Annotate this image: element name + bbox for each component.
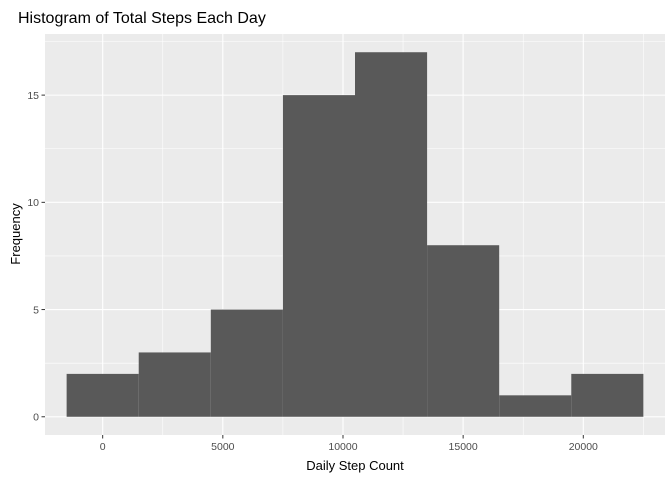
histogram-bar: [66, 373, 139, 417]
histogram-bar: [499, 395, 572, 417]
y-tick-label: 10: [27, 197, 39, 209]
y-axis-ticks: 0 5 10 15: [27, 90, 45, 424]
y-tick-label: 0: [33, 412, 39, 424]
chart-title: Histogram of Total Steps Each Day: [18, 10, 266, 27]
x-tick-label: 10000: [328, 441, 357, 453]
x-tick-label: 20000: [569, 441, 598, 453]
y-tick-label: 5: [33, 304, 39, 316]
y-axis-label: Frequency: [8, 203, 23, 265]
histogram-bar: [138, 352, 211, 417]
histogram-bar: [355, 52, 428, 417]
histogram-bar: [571, 373, 644, 417]
histogram-bar: [210, 309, 283, 417]
x-axis-label: Daily Step Count: [306, 458, 404, 473]
x-axis-ticks: 0 5000 10000 15000 20000: [100, 435, 598, 453]
x-tick-label: 5000: [211, 441, 235, 453]
y-tick-label: 15: [27, 90, 39, 102]
histogram-bar: [427, 245, 500, 417]
histogram-bar: [282, 95, 355, 417]
x-tick-label: 0: [100, 441, 106, 453]
x-tick-label: 15000: [449, 441, 478, 453]
histogram-bars: [66, 52, 644, 417]
